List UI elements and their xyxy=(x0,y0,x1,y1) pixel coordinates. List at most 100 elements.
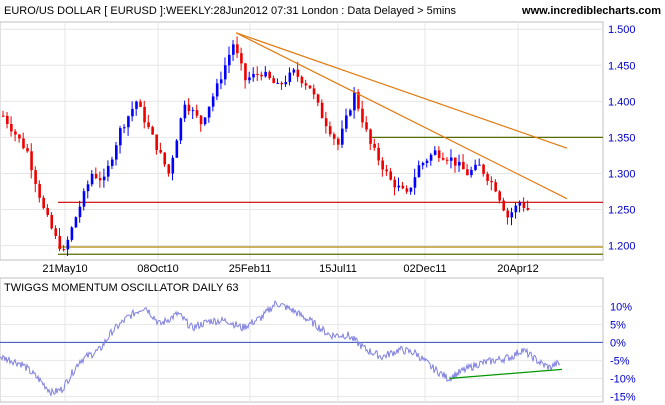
candle-body xyxy=(236,44,239,54)
candle-body xyxy=(336,138,340,145)
candle-body xyxy=(474,164,477,170)
candle-body xyxy=(308,85,312,89)
price-candles xyxy=(2,36,530,257)
candle-body xyxy=(454,157,457,166)
candle-body xyxy=(78,206,82,218)
candle-body xyxy=(207,106,211,118)
candle-body xyxy=(381,160,384,170)
candle-body xyxy=(260,74,263,77)
candle-body xyxy=(486,173,489,181)
candle-body xyxy=(433,150,437,155)
candle-body xyxy=(316,94,320,103)
candle-body xyxy=(232,44,235,55)
candle-body xyxy=(341,128,344,145)
date-tick-label: 15Jul11 xyxy=(319,263,357,275)
candle-body xyxy=(50,214,54,229)
candle-body xyxy=(191,110,195,112)
price-axis: 1.500 1.450 1.400 1.350 1.300 1.250 1.200 xyxy=(608,24,636,252)
candle-body xyxy=(30,151,33,171)
candle-body xyxy=(179,118,183,141)
candle-body xyxy=(389,171,393,180)
trend-line xyxy=(235,32,568,200)
price-tick-label: 1.350 xyxy=(608,132,636,144)
candle-body xyxy=(244,63,247,81)
candle-body xyxy=(167,164,171,174)
candle-body xyxy=(518,202,522,206)
price-tick-label: 1.500 xyxy=(608,24,636,36)
candle-body xyxy=(18,134,21,139)
candle-body xyxy=(70,227,74,240)
candle-body xyxy=(2,115,5,117)
date-axis: 21May10 08Oct10 25Feb11 15Jul11 02Dec11 20Apr… xyxy=(42,263,538,275)
oscillator-tick-label: -5% xyxy=(610,355,630,367)
candle-body xyxy=(510,212,514,218)
candle-body xyxy=(429,154,433,161)
candle-body xyxy=(106,165,110,177)
candle-body xyxy=(187,104,191,111)
candle-body xyxy=(26,148,29,152)
candle-body xyxy=(345,115,348,129)
candle-body xyxy=(203,117,207,125)
candle-body xyxy=(272,78,275,84)
candle-body xyxy=(369,129,372,144)
candle-body xyxy=(228,54,231,66)
candle-body xyxy=(54,228,58,237)
candle-body xyxy=(292,69,296,73)
candle-body xyxy=(490,180,493,183)
candle-body xyxy=(449,157,453,161)
oscillator-panel: TWIGGS MOMENTUM OSCILLATOR DAILY 63 10% 5… xyxy=(0,277,636,403)
candle-body xyxy=(445,159,449,161)
candle-body xyxy=(74,217,78,228)
candle-body xyxy=(397,185,401,188)
candle-body xyxy=(147,122,150,127)
candle-body xyxy=(288,72,292,83)
candle-body xyxy=(98,178,102,181)
candle-body xyxy=(155,134,158,151)
oscillator-tick-label: -15% xyxy=(610,391,636,403)
oscillator-panel-frame xyxy=(0,277,604,403)
candle-body xyxy=(38,183,41,198)
date-tick-label: 02Dec11 xyxy=(403,263,446,275)
candle-body xyxy=(183,104,187,119)
candle-body xyxy=(119,128,122,146)
candle-body xyxy=(437,150,441,158)
candle-body xyxy=(110,159,114,166)
support-resistance-lines xyxy=(58,136,603,255)
candle-body xyxy=(135,101,138,109)
candle-body xyxy=(425,160,429,163)
candle-body xyxy=(211,96,215,107)
candle-body xyxy=(494,182,497,192)
candle-body xyxy=(240,53,243,64)
candle-body xyxy=(526,208,530,210)
candle-body xyxy=(332,134,336,139)
candle-body xyxy=(171,157,175,174)
candle-body xyxy=(34,170,37,184)
oscillator-tick-label: -10% xyxy=(610,373,636,385)
candle-body xyxy=(385,169,388,172)
candle-body xyxy=(42,197,45,209)
site-link[interactable]: www.incrediblecharts.com xyxy=(521,5,661,17)
candle-body xyxy=(296,69,300,77)
candle-body xyxy=(264,71,267,77)
candle-body xyxy=(458,161,461,166)
price-panel-frame xyxy=(0,21,604,261)
oscillator-axis: 10% 5% 0% -5% -10% -15% xyxy=(610,301,636,403)
candle-body xyxy=(219,79,223,84)
candle-body xyxy=(10,123,13,132)
price-tick-label: 1.450 xyxy=(608,60,636,72)
candle-body xyxy=(304,83,308,86)
price-tick-label: 1.200 xyxy=(608,241,636,253)
price-tick-label: 1.300 xyxy=(608,168,636,180)
candle-body xyxy=(159,150,162,153)
candle-body xyxy=(102,176,106,181)
candle-body xyxy=(328,126,332,135)
candle-body xyxy=(256,73,259,75)
candle-body xyxy=(324,118,328,127)
trend-lines xyxy=(235,32,568,200)
candle-body xyxy=(268,71,271,79)
candle-body xyxy=(131,108,134,117)
candle-body xyxy=(522,202,526,209)
oscillator-tick-label: 10% xyxy=(610,301,632,313)
candle-body xyxy=(349,110,352,116)
